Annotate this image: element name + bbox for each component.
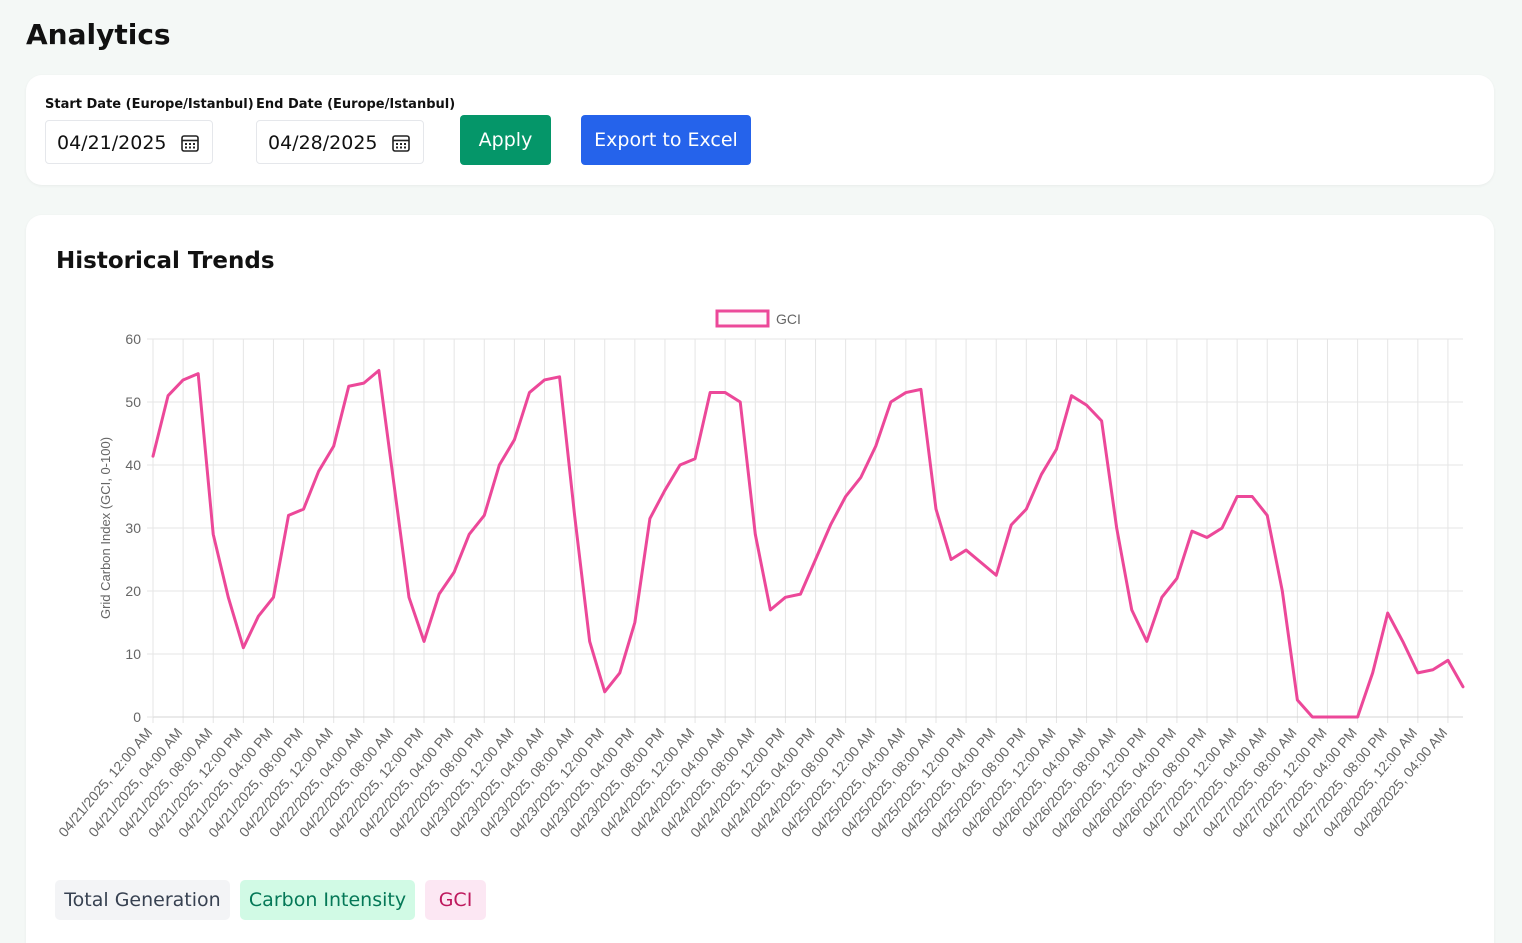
calendar-icon [181, 135, 199, 152]
tab[interactable]: Total Generation [55, 880, 230, 920]
tab[interactable]: GCI [425, 880, 486, 920]
y-axis-title: Grid Carbon Index (GCI, 0-100) [98, 437, 113, 619]
legend-swatch [715, 309, 770, 328]
calendar-icon [392, 135, 410, 152]
apply-button[interactable]: Apply [460, 115, 551, 165]
page-title: Analytics [26, 18, 171, 51]
end-date-label: End Date (Europe/Istanbul) [256, 97, 456, 112]
y-tick-label: 30 [125, 520, 141, 536]
start-date-value: 04/21/2025 [57, 132, 167, 154]
y-tick-label: 10 [125, 646, 141, 662]
end-date-input[interactable]: 04/28/2025 [256, 120, 424, 164]
y-tick-label: 40 [125, 457, 141, 473]
start-date-input[interactable]: 04/21/2025 [45, 120, 213, 164]
y-tick-label: 20 [125, 583, 141, 599]
end-date-value: 04/28/2025 [268, 132, 378, 154]
export-button[interactable]: Export to Excel [581, 115, 751, 165]
legend-label: GCI [776, 311, 801, 327]
line-series [151, 369, 1465, 719]
chart-card [26, 215, 1494, 943]
y-tick-label: 50 [125, 394, 141, 410]
start-date-label: Start Date (Europe/Istanbul) [45, 97, 254, 112]
filter-card [26, 75, 1494, 185]
y-tick-label: 60 [125, 331, 141, 347]
tab[interactable]: Carbon Intensity [240, 880, 415, 920]
section-title: Historical Trends [56, 248, 275, 274]
y-tick-label: 0 [133, 709, 141, 725]
